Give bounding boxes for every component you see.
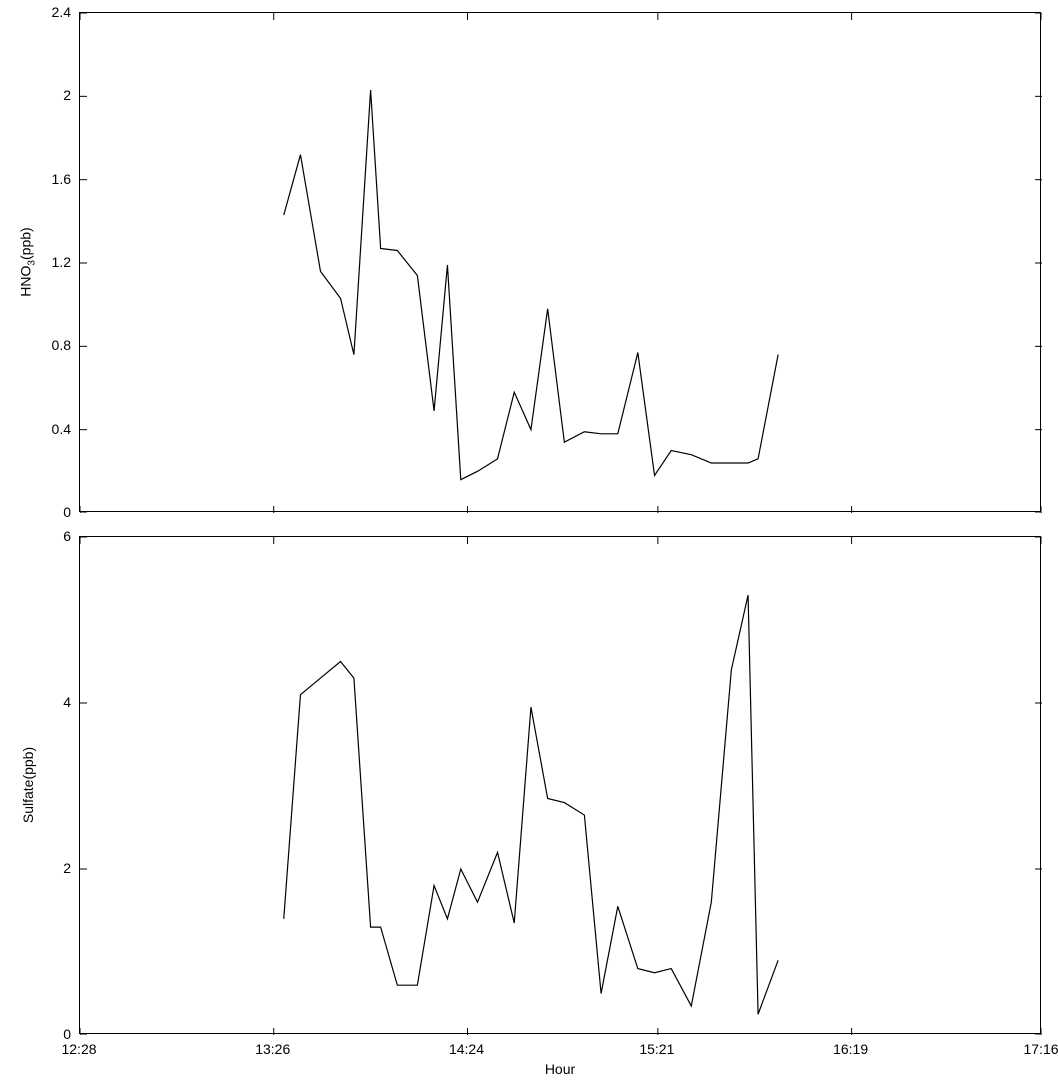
x-tick-label: 12:28 [61,1042,96,1056]
y-tick-label: 6 [63,529,71,543]
y-tick-label: 0 [63,1027,71,1041]
hno3-y-axis-label: HNO3(ppb) [19,227,38,296]
y-tick-label: 0 [63,505,71,519]
x-axis-label: Hour [545,1062,575,1076]
y-tick-label: 1.6 [52,172,71,186]
y-tick-label: 0.8 [52,338,71,352]
x-tick-label: 16:19 [833,1042,868,1056]
y-tick-label: 2.4 [52,5,71,19]
sulfate-chart-panel [79,536,1041,1034]
x-tick-label: 15:21 [639,1042,674,1056]
hno3-chart-panel [79,12,1041,512]
y-tick-label: 2 [63,861,71,875]
x-tick-label: 14:24 [449,1042,484,1056]
data-line [284,90,778,480]
y-tick-label: 0.4 [52,422,71,436]
hno3-line-plot [80,13,1042,513]
x-tick-label: 17:16 [1023,1042,1058,1056]
data-line [284,595,778,1014]
figure: HNO3(ppb) 0 0.4 0.8 1.2 1.6 2 2.4 Sulfate(ppb)… [0,0,1058,1083]
sulfate-y-axis-label: Sulfate(ppb) [21,747,35,823]
x-tick-label: 13:26 [255,1042,290,1056]
y-tick-label: 2 [63,88,71,102]
y-tick-label: 4 [63,695,71,709]
sulfate-line-plot [80,537,1042,1035]
y-tick-label: 1.2 [52,255,71,269]
